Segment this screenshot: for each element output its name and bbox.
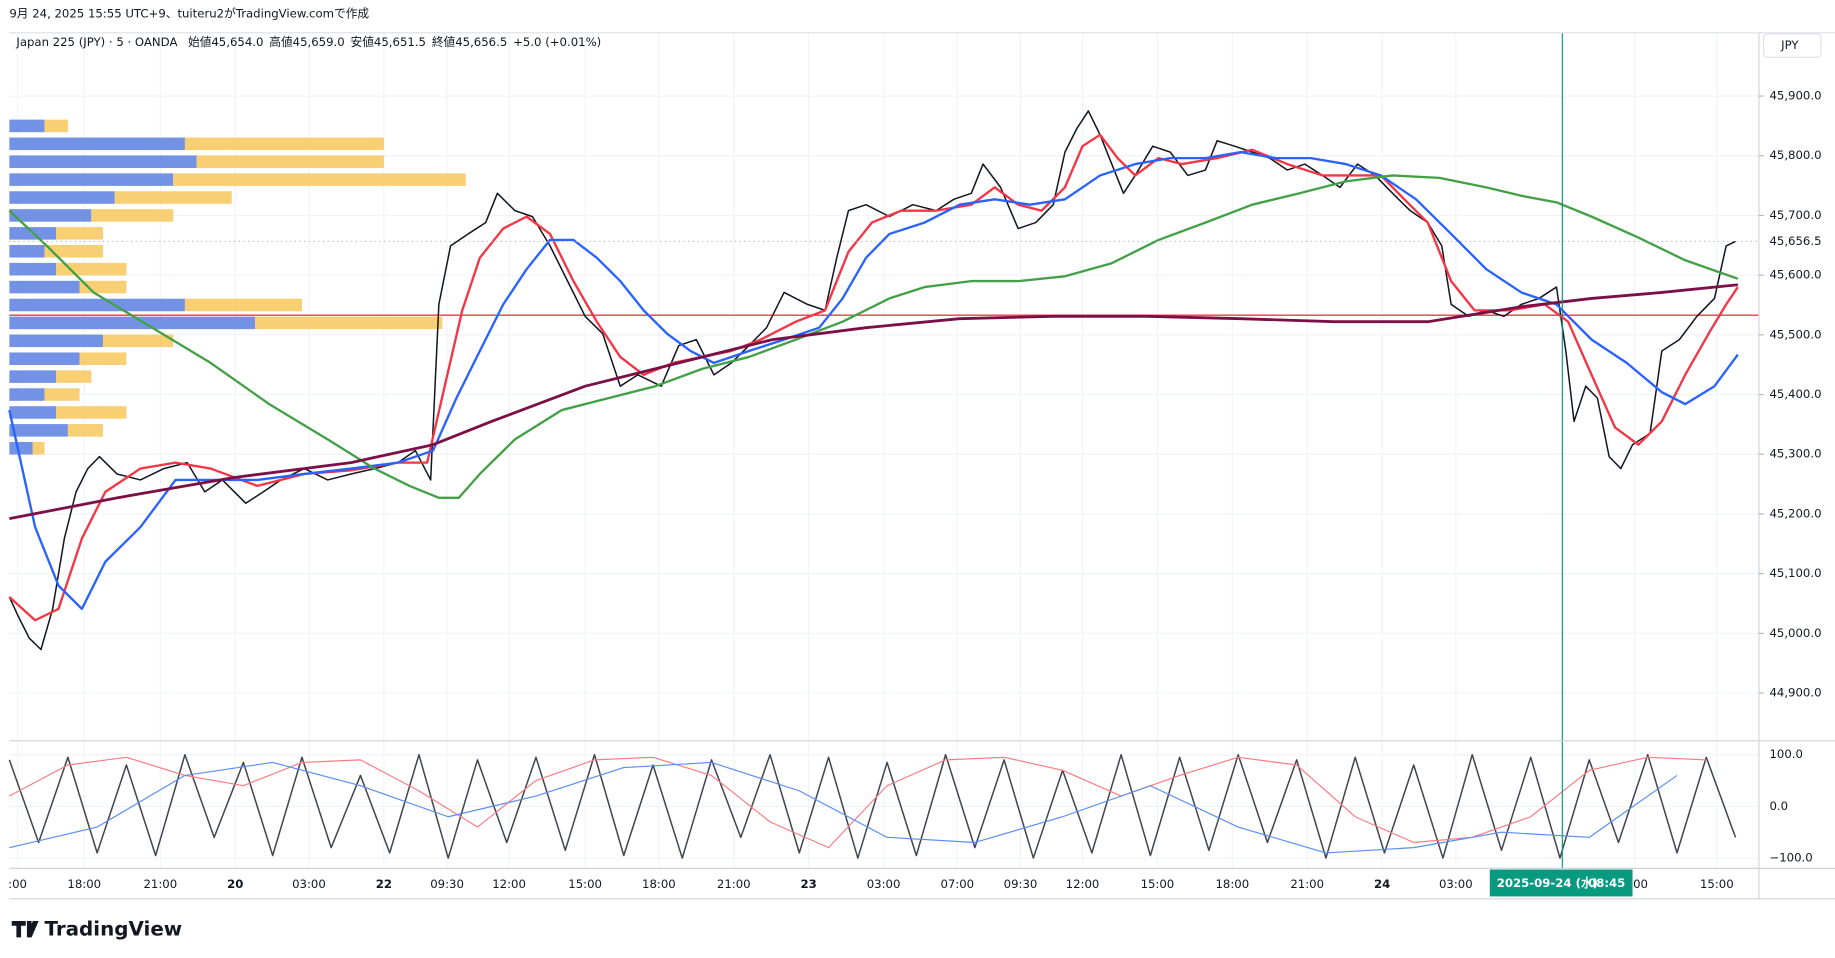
y-tick-label: 44,900.0 <box>1769 686 1821 700</box>
profile-bar <box>9 442 33 455</box>
x-tick-label: 03:00 <box>292 877 326 891</box>
y-tick-label: 45,600.0 <box>1769 268 1821 282</box>
profile-bar <box>9 298 185 312</box>
y-tick-label: 45,700.0 <box>1769 208 1821 222</box>
profile-bar <box>44 119 68 133</box>
y-tick-label: 100.0 <box>1769 747 1802 761</box>
series-line <box>8 174 1739 500</box>
series-line <box>8 150 1739 611</box>
profile-bar <box>114 191 232 204</box>
profile-bar <box>44 244 103 258</box>
x-tick-label: 20 <box>227 877 243 891</box>
profile-bar <box>9 244 45 258</box>
x-tick-label: 23 <box>801 877 817 891</box>
x-tick-label: 07:00 <box>940 877 974 891</box>
x-tick-label: 21:00 <box>717 877 751 891</box>
legend-item: 始値45,654.0 <box>188 35 263 49</box>
x-tick-label: 18:00 <box>67 877 101 891</box>
legend-item: +5.0 (+0.01%) <box>513 35 601 49</box>
legend-item: 終値45,656.5 <box>432 35 507 49</box>
profile-bar <box>9 352 80 365</box>
y-tick-label: 45,400.0 <box>1769 387 1821 401</box>
profile-bar <box>9 406 57 419</box>
profile-bar <box>91 209 174 222</box>
profile-bar <box>67 424 103 437</box>
y-tick-label: 45,800.0 <box>1769 148 1821 162</box>
y-tick-label: −100.0 <box>1769 851 1812 865</box>
x-tick-label: 03:00 <box>867 877 901 891</box>
axes: 44,900.0 45,000.0 45,100.0 45,200.0 45,300.0… <box>8 89 1822 897</box>
profile-bar <box>184 298 302 312</box>
y-tick-label: 45,900.0 <box>1769 89 1821 103</box>
x-tick-label: 12:00 <box>492 877 526 891</box>
profile-bar <box>9 388 45 401</box>
x-tick-label: 21:00 <box>1290 877 1324 891</box>
profile-bar <box>56 227 103 240</box>
profile-bar <box>173 173 466 186</box>
profile-bar <box>32 442 45 455</box>
series-line <box>9 283 1739 521</box>
profile-bar <box>56 406 127 419</box>
legend-item: 高値45,659.0 <box>269 35 344 49</box>
crosshair-time: 08:45 <box>1588 876 1625 890</box>
plot-lines <box>8 32 1759 869</box>
currency-button[interactable] <box>1763 33 1822 58</box>
series-line <box>9 761 1678 854</box>
x-tick-label: 12:00 <box>1066 877 1100 891</box>
x-tick-label: 21:00 <box>143 877 177 891</box>
logo-mark <box>11 921 39 938</box>
x-tick-label: 09:30 <box>430 877 464 891</box>
logo-text: TradingView <box>44 917 182 940</box>
y-tick-label: 45,100.0 <box>1769 566 1821 580</box>
profile-bar <box>9 137 185 151</box>
y-tick-label: 45,300.0 <box>1769 447 1821 461</box>
x-tick-label: 09:30 <box>1004 877 1038 891</box>
profile-bar <box>9 316 256 330</box>
last-price-label: 45,656.5 <box>1769 234 1821 248</box>
y-tick-label: 45,200.0 <box>1769 506 1821 520</box>
profile-bar <box>56 370 92 383</box>
crosshair-date: 2025-09-24 (水) <box>1497 876 1598 890</box>
crosshair-label-bg <box>1489 869 1633 897</box>
profile-bar <box>9 209 92 222</box>
y-tick-label: 45,000.0 <box>1769 626 1821 640</box>
x-tick-label: 15:00 <box>1700 877 1734 891</box>
profile-bar <box>102 334 174 348</box>
profile-bar <box>9 424 68 437</box>
profile-bar <box>9 280 80 294</box>
profile-bar <box>44 388 80 401</box>
series-line <box>8 753 1737 859</box>
x-tick-label: :00 <box>8 877 27 891</box>
profile-bar <box>196 155 384 168</box>
y-tick-label: 45,500.0 <box>1769 327 1821 341</box>
profile-bar <box>9 370 57 383</box>
profile-bar <box>184 137 384 151</box>
profile-bar <box>9 173 174 186</box>
x-tick-label: 15:00 <box>568 877 602 891</box>
x-tick-label: 18:00 <box>642 877 676 891</box>
x-tick-label: 24 <box>1374 877 1390 891</box>
profile-bar <box>9 119 45 133</box>
x-tick-label: 03:00 <box>1439 877 1473 891</box>
header: 9月 24, 2025 15:55 UTC+9、tuiteru2がTrading… <box>9 7 369 21</box>
series-line <box>9 756 1707 849</box>
profile-bar <box>79 352 127 365</box>
profile-bar <box>9 191 115 204</box>
ohlc: 始値45,654.0 高値45,659.0 安値45,651.5 終値45,656.5… <box>188 35 601 49</box>
grid <box>9 32 1759 869</box>
symbol: Japan 225 (JPY) · 5 · OANDA <box>15 35 177 49</box>
profile-bar <box>9 155 197 168</box>
profile-bar <box>9 334 103 348</box>
legend: Japan 225 (JPY) · 5 · OANDA 始値45,654.0 高値4… <box>15 35 601 49</box>
legend-item: 安値45,651.5 <box>351 35 426 49</box>
profile-bar <box>255 316 443 330</box>
x-tick-label: 22 <box>376 877 392 891</box>
x-tick-label: 18:00 <box>1215 877 1249 891</box>
y-tick-label: 0.0 <box>1769 799 1788 813</box>
profile-bar <box>9 262 57 276</box>
logo: TradingView <box>11 917 182 940</box>
x-tick-label: 15:00 <box>1141 877 1175 891</box>
currency[interactable]: JPY <box>1780 38 1799 52</box>
